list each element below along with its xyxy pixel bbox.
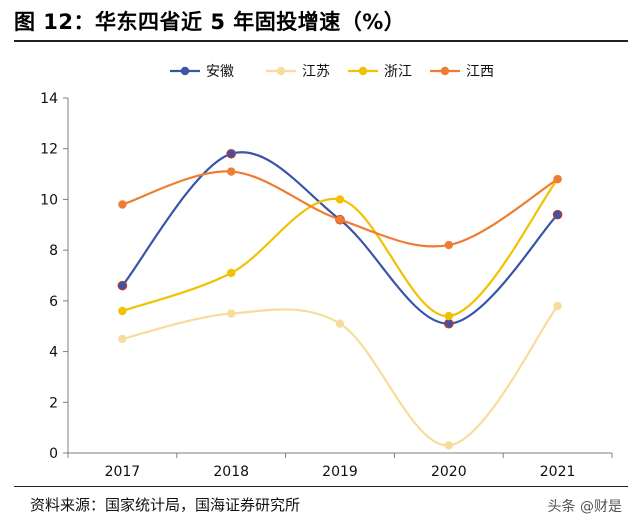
data-point: [227, 309, 236, 318]
x-tick-label: 2020: [431, 464, 467, 480]
data-point: [118, 306, 127, 316]
x-tick-label: 2021: [540, 464, 576, 480]
series-line: [122, 305, 559, 447]
y-tick-label: 4: [49, 345, 58, 361]
x-tick-label: 2017: [105, 464, 141, 480]
data-point: [227, 167, 236, 176]
data-point: [227, 268, 236, 278]
series-4: [118, 167, 562, 250]
axes: 0 2 4 6 8 10 12 14 2017 2018 2019 2020 2021: [40, 91, 613, 480]
y-tick-label: 10: [40, 192, 58, 208]
data-point: [444, 240, 453, 250]
y-tick-label: 0: [49, 446, 58, 462]
source-note: 资料来源：国家统计局，国海证券研究所: [30, 496, 301, 514]
data-point: [226, 148, 236, 159]
data-point: [335, 215, 345, 224]
chart-title: 图 12：华东四省近 5 年固投增速（%）: [14, 10, 406, 34]
data-point: [553, 301, 562, 311]
legend: 安徽 江苏 浙江 江西: [170, 64, 494, 80]
data-point: [444, 311, 453, 321]
data-point: [118, 334, 127, 344]
series-3: [118, 174, 562, 321]
data-point: [335, 195, 345, 204]
title-rule: [14, 40, 628, 42]
legend-label: 江苏: [302, 64, 330, 80]
data-point: [443, 318, 454, 329]
series-layer: [117, 148, 563, 450]
legend-entry: 浙江: [348, 64, 412, 80]
y-tick-label: 14: [40, 91, 58, 107]
legend-marker: [276, 66, 286, 76]
series-line: [122, 170, 559, 248]
data-point: [552, 209, 563, 220]
data-point: [335, 319, 345, 328]
legend-label: 江西: [466, 64, 494, 80]
legend-marker: [180, 66, 190, 76]
series-2: [118, 301, 562, 450]
y-tick-label: 2: [49, 395, 58, 411]
y-tick-label: 8: [49, 243, 58, 259]
footer-rule: [14, 486, 628, 487]
legend-label: 安徽: [206, 64, 234, 80]
y-tick-label: 12: [40, 142, 58, 158]
x-tick-label: 2019: [322, 464, 358, 480]
data-point: [444, 441, 453, 450]
legend-entry: 江苏: [266, 64, 330, 80]
series-line: [122, 178, 559, 318]
legend-entry: 江西: [430, 64, 494, 80]
legend-entry: 安徽: [170, 64, 234, 80]
data-point: [118, 200, 127, 209]
legend-marker: [358, 66, 368, 76]
x-tick-label: 2018: [213, 464, 249, 480]
data-point: [553, 174, 562, 184]
legend-label: 浙江: [384, 64, 412, 80]
data-point: [117, 280, 128, 291]
legend-marker: [440, 66, 450, 76]
series-1: [117, 148, 563, 329]
y-tick-label: 6: [49, 294, 58, 310]
watermark: 头条 @财是: [547, 499, 622, 515]
